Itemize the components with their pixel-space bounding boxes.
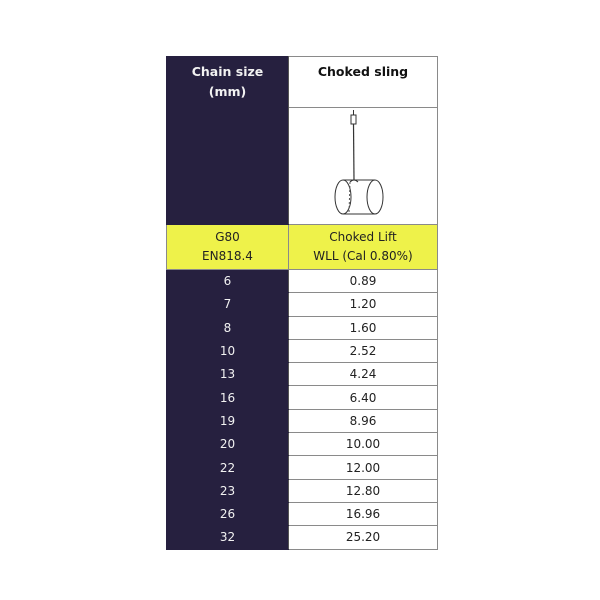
chain-size-cell: 19 xyxy=(166,408,289,434)
table-row: 8 1.60 xyxy=(166,315,438,340)
table-row: 7 1.20 xyxy=(166,292,438,317)
table-row: 10 2.52 xyxy=(166,338,438,364)
grade-cell: G80 EN818.4 xyxy=(166,224,289,270)
chain-size-cell: 32 xyxy=(166,525,289,550)
wll-cell: 10.00 xyxy=(288,432,438,457)
table-row: 32 25.20 xyxy=(166,525,438,550)
wll-header-cell: Choked Lift WLL (Cal 0.80%) xyxy=(288,224,438,270)
standard-label: EN818.4 xyxy=(202,249,253,263)
table-row: 16 6.40 xyxy=(166,385,438,410)
wll-cell: 1.60 xyxy=(288,315,438,340)
table-row: 13 4.24 xyxy=(166,362,438,387)
wll-cell: 0.89 xyxy=(288,268,438,294)
table-row: 26 16.96 xyxy=(166,501,438,527)
chain-size-cell: 8 xyxy=(166,315,289,340)
choked-lift-label: Choked Lift xyxy=(329,230,397,244)
wll-table: Chain size (mm) Choked sling xyxy=(166,56,438,550)
chain-size-cell: 13 xyxy=(166,362,289,387)
grade-label: G80 xyxy=(215,230,240,244)
wll-cell: 2.52 xyxy=(288,338,438,364)
wll-cell: 12.00 xyxy=(288,455,438,480)
chain-size-cell: 7 xyxy=(166,292,289,317)
table-row: 23 12.80 xyxy=(166,478,438,503)
wll-cal-label: WLL (Cal 0.80%) xyxy=(313,249,413,263)
chain-size-cell: 6 xyxy=(166,268,289,294)
wll-cell: 12.80 xyxy=(288,478,438,503)
table-row: 19 8.96 xyxy=(166,408,438,434)
chain-size-unit: (mm) xyxy=(208,84,247,99)
chain-size-header: Chain size (mm) xyxy=(166,56,289,225)
table-row: 22 12.00 xyxy=(166,455,438,480)
wll-cell: 8.96 xyxy=(288,408,438,434)
choked-sling-illustration xyxy=(288,107,438,225)
chain-size-cell: 23 xyxy=(166,478,289,503)
table-row: 20 10.00 xyxy=(166,432,438,457)
chain-size-label: Chain size xyxy=(191,64,264,79)
wll-cell: 1.20 xyxy=(288,292,438,317)
choked-sling-drum-icon xyxy=(334,110,384,215)
chain-size-cell: 10 xyxy=(166,338,289,364)
wll-cell: 25.20 xyxy=(288,525,438,550)
chain-size-cell: 22 xyxy=(166,455,289,480)
choked-sling-header: Choked sling xyxy=(288,56,438,108)
wll-cell: 16.96 xyxy=(288,501,438,527)
table-row: 6 0.89 xyxy=(166,268,438,294)
wll-cell: 4.24 xyxy=(288,362,438,387)
chain-size-cell: 16 xyxy=(166,385,289,410)
wll-cell: 6.40 xyxy=(288,385,438,410)
chain-size-cell: 26 xyxy=(166,501,289,527)
chain-size-cell: 20 xyxy=(166,432,289,457)
